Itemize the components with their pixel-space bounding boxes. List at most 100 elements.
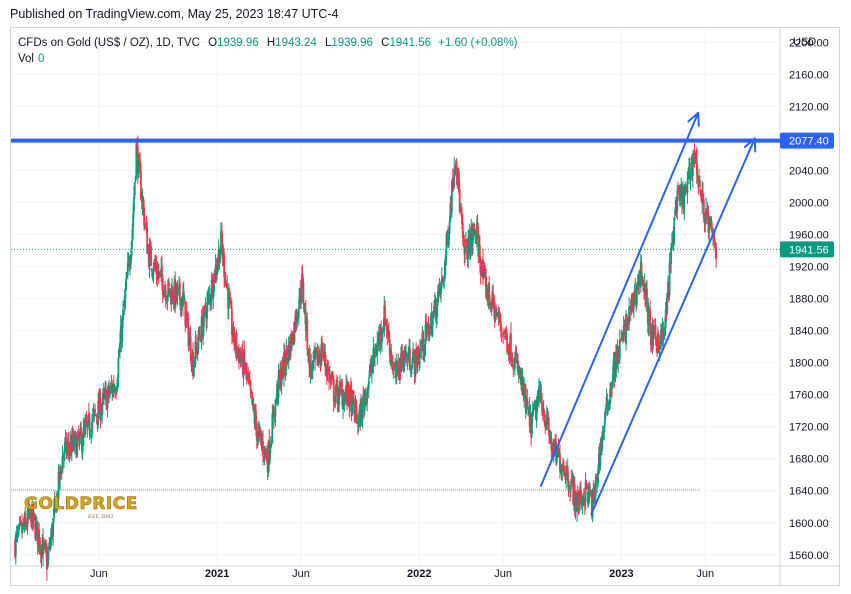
y-tick-label: 1640.00 xyxy=(789,486,829,498)
candle-body xyxy=(113,388,116,392)
candle-body xyxy=(185,314,187,328)
candle-body xyxy=(297,305,300,319)
candle-body xyxy=(505,327,508,336)
candle-body xyxy=(223,253,226,277)
candle-body xyxy=(225,281,228,286)
candle-body xyxy=(77,431,79,438)
candle-body xyxy=(447,234,450,246)
candle-body xyxy=(569,490,571,493)
candle-body xyxy=(646,298,649,324)
candle-body xyxy=(588,483,591,495)
candle-body xyxy=(370,365,373,374)
candle-body xyxy=(388,339,391,356)
candle-body xyxy=(187,317,190,346)
candle-body xyxy=(440,282,442,294)
candle-body xyxy=(85,420,88,425)
candle-body xyxy=(493,301,496,322)
candle-body xyxy=(108,385,110,395)
ohlc-row: CFDs on Gold (US$ / OZ), 1D, TVC O1939.9… xyxy=(18,35,518,51)
candle-body xyxy=(541,411,544,415)
candle-body xyxy=(219,250,222,263)
candle-body xyxy=(182,290,185,300)
candle-body xyxy=(164,290,167,302)
candle-body xyxy=(482,258,484,279)
candle-body xyxy=(654,324,657,338)
candle-body xyxy=(122,309,124,321)
candle-body xyxy=(233,327,236,346)
x-tick-label: Jun xyxy=(696,568,714,580)
candle-body xyxy=(76,438,79,456)
candle-body xyxy=(462,236,465,241)
candle-body xyxy=(343,393,346,406)
candle-body xyxy=(409,348,411,370)
time-axis: Jun 2021 Jun 2022 Jun 2023 Jun xyxy=(90,568,714,580)
candle-body xyxy=(35,522,37,539)
candle-body xyxy=(228,295,231,300)
candle-body xyxy=(546,414,549,418)
candle-body xyxy=(105,390,107,391)
candle-body xyxy=(577,491,580,506)
candle-body xyxy=(226,284,229,289)
candle-body xyxy=(663,326,666,336)
candle-body xyxy=(632,301,635,309)
candle-body xyxy=(478,245,481,263)
candle-body xyxy=(116,378,119,389)
candle-body xyxy=(52,518,55,537)
symbol-title[interactable]: CFDs on Gold (US$ / OZ), 1D, TVC xyxy=(18,37,200,49)
candle-body xyxy=(129,263,131,267)
candle-body xyxy=(94,409,97,413)
candle-body xyxy=(21,523,24,531)
candle-body xyxy=(18,523,21,524)
candle-body xyxy=(400,346,403,372)
candle-body xyxy=(311,360,314,372)
candle-body xyxy=(167,280,170,297)
candle-body xyxy=(412,350,415,355)
candle-body xyxy=(268,440,271,460)
candle-body xyxy=(91,422,93,433)
candle-body xyxy=(567,480,570,491)
candle-body xyxy=(185,311,188,320)
y-tick-label: 2000.00 xyxy=(789,198,829,210)
candle-body xyxy=(56,493,58,510)
candle-body xyxy=(668,263,671,295)
candle-body xyxy=(296,317,299,323)
candle-body xyxy=(625,313,627,345)
candle-body xyxy=(662,327,665,341)
y-tick-label: 1680.00 xyxy=(789,454,829,466)
candle-body xyxy=(531,413,533,435)
candle-body xyxy=(510,333,512,363)
candle-body xyxy=(673,217,676,244)
candle-body xyxy=(194,341,197,365)
candle-body xyxy=(609,382,612,403)
candle-body xyxy=(715,248,718,259)
candle-body xyxy=(542,408,545,413)
candle-body xyxy=(488,283,491,301)
last-price-label: 1941.56 xyxy=(789,244,829,256)
candle-body xyxy=(271,413,274,444)
candle-body xyxy=(252,400,254,405)
candle-body xyxy=(531,410,534,417)
candle-body xyxy=(19,520,22,523)
candle-body xyxy=(543,411,546,424)
axis-currency-label: USD xyxy=(793,36,816,48)
candle-body xyxy=(90,434,93,437)
candle-body xyxy=(217,261,219,265)
candle-body xyxy=(138,156,141,163)
candle-body xyxy=(353,397,355,406)
candle-body xyxy=(115,386,118,392)
candle-body xyxy=(536,399,539,407)
y-tick-label: 1800.00 xyxy=(789,358,829,370)
candle-body xyxy=(300,297,302,299)
candle-body xyxy=(333,401,336,405)
candle-body xyxy=(14,535,17,557)
candle-body xyxy=(127,259,130,261)
candle-body xyxy=(285,349,288,371)
channel-upper-line xyxy=(539,112,700,488)
candle-body xyxy=(540,394,543,400)
candle-body xyxy=(264,448,267,454)
candle-body xyxy=(710,220,713,230)
candle-body xyxy=(568,487,571,490)
candle-body xyxy=(330,377,333,379)
candle-body xyxy=(597,469,599,483)
